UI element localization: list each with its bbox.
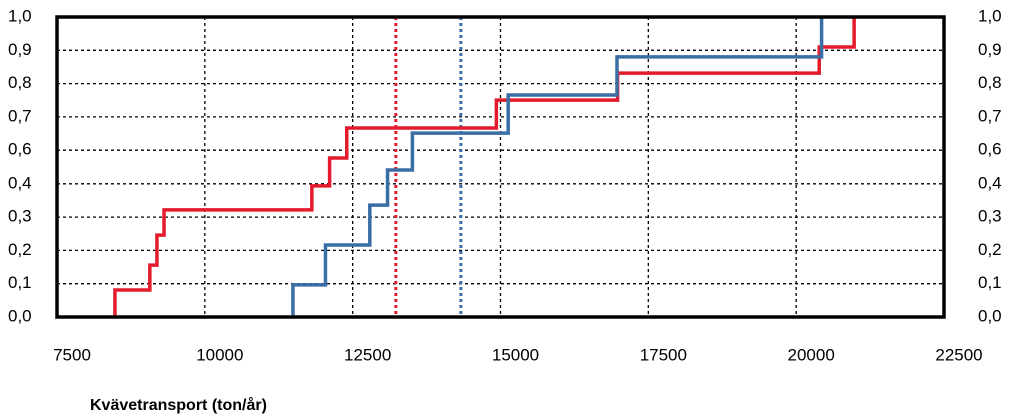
plot-frame bbox=[55, 15, 946, 319]
y-tick-label: 0,9 bbox=[8, 40, 32, 59]
y2-tick-label: 0,9 bbox=[978, 40, 1002, 59]
y2-tick-label: 0,2 bbox=[978, 240, 1002, 259]
step-line bbox=[113, 17, 856, 317]
y2-tick-label: 0,6 bbox=[978, 140, 1002, 159]
y-tick-label: 1,0 bbox=[8, 6, 32, 25]
y2-tick-label: 0,3 bbox=[978, 207, 1002, 226]
x-tick-label: 15000 bbox=[492, 345, 539, 364]
y-tick-label: 0,8 bbox=[8, 73, 32, 92]
x-axis-title: Kvävetransport (ton/år) bbox=[90, 396, 267, 414]
y-tick-label: 0,2 bbox=[8, 240, 32, 259]
y-tick-label: 0,7 bbox=[8, 106, 32, 125]
x-tick-label: 17500 bbox=[640, 345, 687, 364]
x-tick-label: 20000 bbox=[788, 345, 835, 364]
y2-tick-label: 0,7 bbox=[978, 106, 1002, 125]
y-tick-label: 0,3 bbox=[8, 207, 32, 226]
y2-tick-label: 1,0 bbox=[978, 6, 1002, 25]
x-tick-label: 22500 bbox=[935, 345, 982, 364]
y2-tick-label: 0,1 bbox=[978, 273, 1002, 292]
y-tick-label: 0,0 bbox=[8, 306, 32, 325]
y2-tick-label: 0,8 bbox=[978, 73, 1002, 92]
step-line bbox=[291, 17, 824, 317]
y-tick-label: 0,1 bbox=[8, 273, 32, 292]
y-tick-label: 0,6 bbox=[8, 140, 32, 159]
y2-tick-label: 0,4 bbox=[978, 173, 1002, 192]
x-tick-label: 12500 bbox=[344, 345, 391, 364]
y2-tick-label: 0,0 bbox=[978, 306, 1002, 325]
x-tick-label: 10000 bbox=[196, 345, 243, 364]
x-tick-label: 7500 bbox=[53, 345, 91, 364]
y-tick-label: 0,4 bbox=[8, 173, 32, 192]
